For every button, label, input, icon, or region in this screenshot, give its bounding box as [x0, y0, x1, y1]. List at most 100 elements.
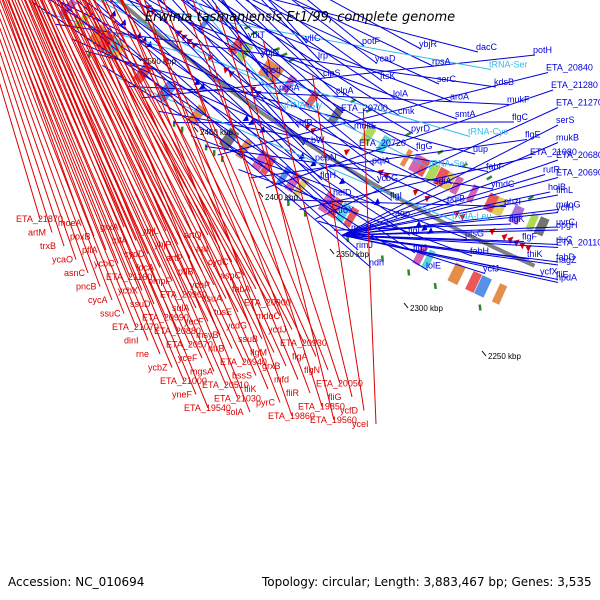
- gene-label: msyB: [196, 330, 219, 340]
- leader-line: [293, 0, 435, 67]
- forward-gene-arrow: [119, 19, 127, 26]
- gene-label: cycA: [88, 295, 108, 305]
- gene-label: ETA_20930: [280, 338, 327, 348]
- feature-band-segment: [399, 148, 413, 167]
- gene-label: grxA: [100, 222, 119, 232]
- gene-label: mfd: [274, 375, 289, 385]
- gene-label: fabH: [470, 246, 489, 256]
- gene-label: fabF: [486, 162, 505, 172]
- gene-label: fabA: [232, 284, 251, 294]
- gene-label: yceF: [178, 353, 198, 363]
- gene-label: ssuA: [202, 294, 222, 304]
- gene-label: rluC: [556, 235, 573, 245]
- gene-label: ybjD: [261, 48, 280, 58]
- scale-tick-label: 2500 kbp: [143, 57, 176, 66]
- leader-line: [121, 0, 281, 403]
- leader-line: [66, 0, 233, 349]
- gene-label: npdA: [556, 273, 577, 283]
- leader-line: [96, 0, 432, 169]
- gene-label: lolE: [426, 261, 441, 271]
- feature-band-segment: [334, 201, 352, 224]
- gene-label: ETA_20720: [359, 138, 406, 148]
- gene-label: ycbW: [302, 135, 325, 145]
- gene-label: helD: [333, 188, 352, 198]
- gene-label: ybjP: [154, 240, 172, 250]
- forward-gene-arrow: [427, 227, 434, 235]
- gene-label: flmL: [556, 185, 573, 195]
- gene-label: ETA_20570: [166, 340, 213, 350]
- leader-line: [34, 0, 191, 345]
- backbone-circle: [115, 0, 536, 268]
- gene-label: ymdC: [491, 179, 515, 189]
- reverse-gene-arrow: [501, 233, 508, 241]
- gene-label: clpA: [336, 86, 354, 96]
- gene-label: yceI: [352, 419, 369, 429]
- leader-line: [70, 0, 239, 399]
- gene-label: uvrC: [556, 217, 576, 227]
- gene-label: ETA_21270: [556, 98, 600, 108]
- gene-label: uup: [473, 144, 488, 154]
- gene-label: ycfD: [340, 406, 359, 416]
- gene-label: ftsK: [380, 71, 396, 81]
- leader-line: [238, 169, 473, 257]
- gene-label: ssuD: [130, 299, 151, 309]
- reverse-gene-arrow: [507, 236, 514, 244]
- feature-band-segment: [257, 58, 277, 80]
- leader-line: [104, 0, 275, 353]
- leader-line: [84, 0, 233, 263]
- leader-line: [342, 212, 559, 236]
- scale-tick-mark: [403, 302, 409, 309]
- gene-label: mukB: [556, 133, 579, 143]
- gene-label: ETA_20990: [142, 313, 189, 323]
- orf-tick: [281, 52, 288, 57]
- feature-band-segment: [412, 244, 429, 266]
- gene-label: thiK: [527, 249, 543, 259]
- reverse-gene-arrow: [525, 244, 532, 253]
- leader-line: [139, 0, 299, 380]
- gene-label: tusE: [214, 307, 232, 317]
- gene-label: yecF: [184, 317, 204, 327]
- gene-label: moeA: [58, 218, 82, 228]
- leader-line: [58, 0, 221, 336]
- leader-line: [273, 0, 479, 53]
- leader-line: [28, 0, 125, 228]
- gene-label: yneF: [172, 390, 193, 400]
- gene-label: ybiT: [248, 30, 266, 40]
- leader-line: [116, 76, 455, 222]
- gene-label: mdoG: [556, 200, 581, 210]
- leader-line: [312, 74, 365, 411]
- orf-tick: [478, 304, 482, 311]
- gene-label: ybjR: [419, 39, 438, 49]
- leader-line: [342, 234, 559, 248]
- leader-line: [200, 0, 357, 131]
- leader-line: [342, 159, 559, 236]
- gene-label: ETA_20880: [154, 326, 201, 336]
- gene-label: flgE: [525, 130, 541, 140]
- gene-label: aspC: [220, 271, 242, 281]
- accession-text: Accession: NC_010694: [8, 575, 145, 589]
- leader-line: [62, 0, 203, 272]
- feature-band-segment: [424, 162, 441, 183]
- gene-label: ycbG: [377, 173, 398, 183]
- leader-line: [75, 0, 245, 363]
- gene-label: flgH: [320, 170, 336, 180]
- gene-label: ihfB: [297, 118, 313, 128]
- orf-tick: [365, 108, 372, 114]
- gene-label: ETA_20940: [220, 357, 267, 367]
- gene-label: ETA_21070: [112, 322, 159, 332]
- gene-label: ycfX: [540, 267, 558, 277]
- feature-band-segment: [533, 216, 550, 237]
- feature-band-segment: [359, 125, 377, 146]
- gene-label: dinI: [124, 336, 139, 346]
- gene-label: pqiB: [447, 194, 465, 204]
- scale-tick-label: 2250 kbp: [488, 352, 521, 361]
- gene-label: ycdJ: [268, 325, 287, 335]
- gene-label: ompF: [148, 276, 172, 286]
- gene-label: pqiA: [372, 156, 390, 166]
- gene-label: mdoC: [256, 311, 281, 321]
- gene-label: ycbX: [118, 286, 138, 296]
- gene-label: tRNA-Ser: [429, 159, 468, 169]
- gene-label: ylIC: [305, 33, 321, 43]
- gene-label: focA: [136, 263, 154, 273]
- forward-gene-arrow: [259, 126, 266, 133]
